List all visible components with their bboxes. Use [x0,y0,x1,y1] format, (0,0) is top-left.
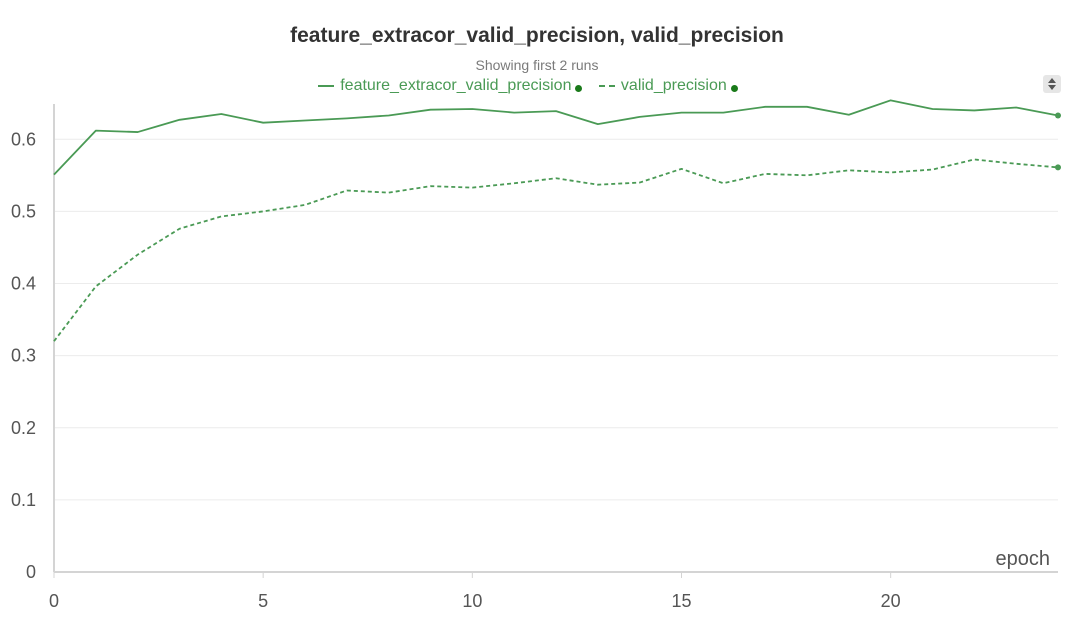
x-tick-label: 5 [258,591,268,611]
sort-toggle-icon[interactable] [1043,75,1061,93]
x-tick-label: 0 [49,591,59,611]
legend-label: feature_extracor_valid_precision [340,77,572,94]
y-tick-label: 0 [26,562,36,582]
up-down-arrows-icon [1048,78,1056,90]
x-tick-label: 15 [671,591,691,611]
x-tick-label: 20 [881,591,901,611]
chart-title: feature_extracor_valid_precision, valid_… [290,24,784,47]
legend-label: valid_precision [620,77,727,94]
legend-item-valid-precision[interactable]: valid_precision [598,77,738,95]
x-tick-label: 10 [462,591,482,611]
y-tick-label: 0.1 [11,490,36,510]
legend-dot [730,84,738,92]
legend-dot [575,84,583,92]
y-tick-label: 0.4 [11,274,36,294]
y-tick-label: 0.2 [11,418,36,438]
legend-swatch-solid [318,85,335,87]
legend-item-feature-extracor-valid-precision[interactable]: feature_extracor_valid_precision [318,77,583,95]
series-line-feature-extracor-valid-precision [53,99,1059,176]
legend-swatch-dashed [598,85,615,87]
series-end-point [1055,112,1061,119]
y-tick-label: 0.3 [11,346,36,366]
legend: feature_extracor_valid_precision valid_p… [0,74,1056,95]
y-tick-label: 0.5 [11,201,36,221]
chart-subtitle: Showing first 2 runs [475,57,599,73]
x-axis-title: epoch [996,548,1051,570]
y-tick-label: 0.6 [11,129,36,149]
series-line-valid-precision [53,158,1059,342]
series-end-point [1055,164,1061,171]
